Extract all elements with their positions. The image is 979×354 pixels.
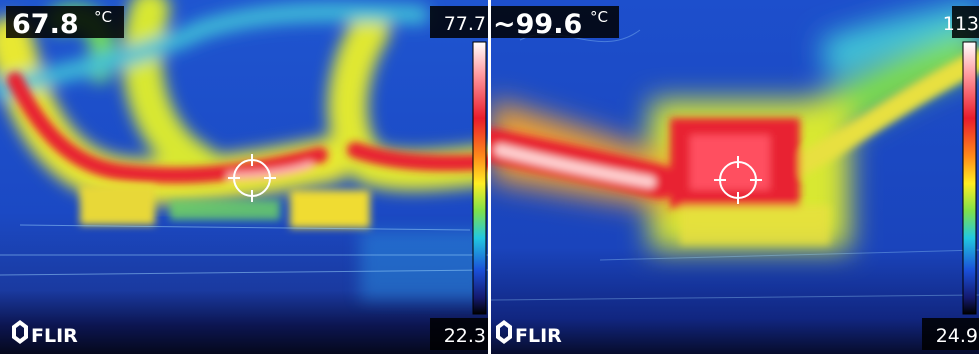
spot-temperature: ~99.6: [493, 9, 582, 40]
temperature-unit: °C: [94, 8, 112, 26]
color-scale-bar: [963, 42, 976, 314]
scale-min: 24.9: [936, 325, 978, 347]
color-scale-bar: [473, 42, 486, 314]
left-thermal-image: 67.8 °C 77.7 22.3 FLIR: [0, 0, 488, 354]
temperature-unit: °C: [590, 8, 608, 26]
logo-text: FLIR: [515, 325, 562, 347]
right-thermal-image: ~99.6 °C 113 24.9 FLIR: [491, 0, 979, 354]
logo-text: FLIR: [31, 325, 78, 347]
scale-max: 113: [943, 13, 979, 35]
thermal-screens: 67.8 °C 77.7 22.3 FLIR: [0, 0, 979, 354]
scale-min: 22.3: [444, 325, 486, 347]
spot-temperature: 67.8: [12, 9, 79, 40]
scale-max: 77.7: [444, 13, 486, 35]
